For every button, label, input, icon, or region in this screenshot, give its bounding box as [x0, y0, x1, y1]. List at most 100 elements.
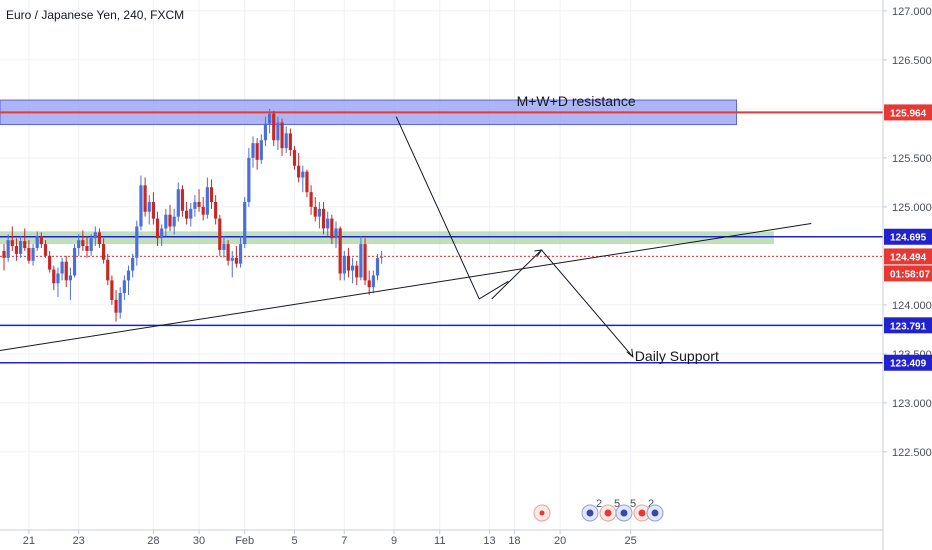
- price-level-label: 124.695: [890, 233, 927, 244]
- event-count: 5: [630, 498, 636, 510]
- price-level-label: 123.791: [890, 321, 927, 332]
- candle-body: [346, 255, 351, 271]
- candle-body: [367, 280, 371, 288]
- price-tick-label: 125.500: [892, 153, 932, 165]
- candle-body: [122, 280, 126, 294]
- daily-support-label: Daily Support: [635, 348, 719, 364]
- candle-body: [243, 201, 247, 245]
- time-tick-label: 7: [341, 535, 347, 547]
- candle-body: [338, 228, 342, 274]
- time-tick-label: 9: [391, 535, 397, 547]
- candle-body: [255, 143, 259, 160]
- price-level-badge[interactable]: [884, 228, 932, 245]
- event-dot: [651, 509, 659, 517]
- event-dot: [586, 509, 594, 517]
- candle-body: [60, 261, 64, 274]
- time-tick-label: 28: [147, 535, 159, 547]
- candle-body: [160, 228, 164, 239]
- candle-body: [85, 246, 89, 251]
- event-count: 5: [614, 498, 620, 510]
- candle-body: [218, 218, 222, 250]
- candle-body: [371, 275, 375, 288]
- candle-body: [48, 255, 52, 270]
- candle-body: [172, 216, 176, 227]
- candle-body: [118, 293, 122, 313]
- arrowhead: [626, 348, 634, 358]
- time-tick-label: 25: [625, 535, 637, 547]
- time-tick-label: 30: [193, 535, 205, 547]
- candle-body: [2, 250, 6, 258]
- time-tick-label: 20: [554, 535, 566, 547]
- candle-body: [189, 208, 193, 219]
- candle-body: [272, 113, 276, 141]
- candle-body: [114, 299, 118, 313]
- price-level-badge[interactable]: [884, 354, 932, 371]
- zone-label: M+W+D resistance: [517, 93, 636, 109]
- price-tick-label: 122.500: [892, 447, 932, 459]
- pattern-line[interactable]: [395, 116, 509, 300]
- candle-body: [288, 133, 292, 151]
- candle-body: [321, 208, 326, 229]
- price-tick-label: 124.000: [892, 300, 932, 312]
- price-level-badge[interactable]: [884, 104, 932, 121]
- candle-body: [126, 270, 131, 281]
- candle-body: [143, 185, 147, 212]
- candle-body: [247, 157, 251, 202]
- trendline[interactable]: [0, 223, 812, 352]
- candle-body: [89, 238, 93, 251]
- price-tick-label: 126.500: [892, 55, 932, 67]
- candle-body: [52, 269, 56, 284]
- support-zone[interactable]: [0, 231, 774, 245]
- candle-body: [214, 201, 218, 219]
- time-tick-label: 21: [23, 535, 35, 547]
- time-tick-label: 13: [483, 535, 495, 547]
- event-dot: [539, 510, 545, 516]
- candle-body: [359, 244, 363, 278]
- candle-body: [168, 214, 172, 227]
- price-level-badge[interactable]: [884, 248, 932, 265]
- candle-body: [155, 218, 160, 239]
- candle-body: [276, 122, 280, 141]
- candle-body: [351, 265, 355, 271]
- candle-body: [10, 240, 14, 247]
- candle-body: [234, 257, 238, 264]
- candle-body: [77, 240, 81, 249]
- time-tick-label: Feb: [235, 535, 254, 547]
- candle-body: [280, 122, 284, 149]
- candle-body: [317, 208, 321, 217]
- candle-body: [209, 187, 214, 202]
- candle-body: [27, 248, 31, 261]
- candle-body: [106, 259, 110, 281]
- event-count: 2: [648, 498, 654, 510]
- candle-body: [326, 218, 330, 229]
- candle-body: [72, 248, 77, 276]
- candle-body: [64, 261, 68, 281]
- candle-body: [68, 275, 72, 281]
- candle-body: [284, 133, 288, 149]
- candle-body: [355, 265, 359, 278]
- price-tick-label: 123.000: [892, 398, 932, 410]
- candle-body: [363, 244, 367, 281]
- candle-body: [205, 187, 209, 215]
- event-count: 2: [596, 498, 602, 510]
- candle-body: [193, 201, 197, 209]
- candle-body: [56, 273, 60, 284]
- candle-body: [81, 240, 85, 247]
- candle-body: [176, 189, 180, 217]
- price-level-badge[interactable]: [884, 317, 932, 334]
- candle-body: [330, 218, 334, 239]
- time-tick-label: 18: [508, 535, 520, 547]
- time-tick-label: 11: [434, 535, 445, 547]
- candle-body: [201, 206, 205, 215]
- candle-body: [297, 165, 301, 178]
- candle-body: [147, 201, 151, 212]
- chart-title: Euro / Japanese Yen, 240, FXCM: [6, 8, 185, 22]
- candle-body: [292, 150, 297, 166]
- time-tick-label: 5: [291, 535, 297, 547]
- candle-body: [35, 236, 39, 249]
- candle-body: [342, 255, 346, 274]
- candle-body: [222, 244, 226, 250]
